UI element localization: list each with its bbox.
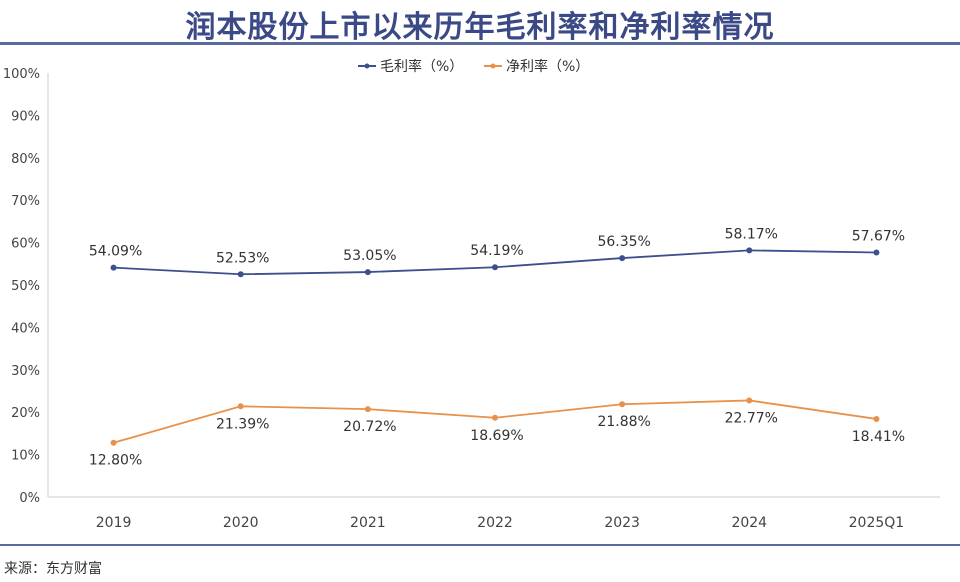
y-tick-label: 100% bbox=[3, 67, 40, 82]
data-point bbox=[746, 397, 753, 404]
data-label: 57.67% bbox=[852, 228, 905, 244]
data-point bbox=[492, 414, 498, 421]
data-point bbox=[364, 269, 371, 276]
data-label: 20.72% bbox=[343, 419, 396, 435]
legend-marker bbox=[490, 63, 496, 69]
y-tick-label: 30% bbox=[11, 364, 40, 379]
x-tick-label: 2023 bbox=[604, 515, 640, 531]
legend-marker bbox=[364, 63, 370, 69]
legend-label: 毛利率（%） bbox=[380, 58, 463, 75]
data-label: 12.80% bbox=[89, 453, 142, 469]
data-label: 21.88% bbox=[597, 414, 650, 430]
data-label: 53.05% bbox=[343, 248, 396, 264]
x-tick-label: 2024 bbox=[731, 515, 767, 531]
data-point bbox=[237, 403, 244, 410]
chart-title: 润本股份上市以来历年毛利率和净利率情况 bbox=[185, 10, 775, 45]
y-tick-label: 90% bbox=[11, 109, 40, 124]
data-point bbox=[492, 264, 498, 271]
data-point bbox=[110, 264, 117, 271]
data-label: 18.41% bbox=[852, 429, 905, 445]
data-label: 22.77% bbox=[725, 410, 778, 426]
x-tick-label: 2019 bbox=[96, 515, 132, 531]
data-point bbox=[619, 255, 626, 262]
footer-divider bbox=[0, 544, 960, 546]
data-point bbox=[873, 415, 880, 422]
data-label: 52.53% bbox=[216, 250, 269, 266]
y-tick-label: 10% bbox=[11, 449, 40, 464]
x-tick-label: 2020 bbox=[223, 515, 259, 531]
x-tick-label: 2022 bbox=[477, 515, 513, 531]
data-point bbox=[237, 271, 244, 278]
data-label: 56.35% bbox=[597, 234, 650, 250]
y-tick-label: 60% bbox=[11, 237, 40, 252]
y-tick-label: 40% bbox=[11, 321, 40, 336]
data-point bbox=[619, 401, 626, 408]
y-tick-label: 0% bbox=[19, 491, 40, 506]
legend-label: 净利率（%） bbox=[506, 58, 589, 75]
data-point bbox=[873, 249, 880, 256]
x-tick-label: 2025Q1 bbox=[849, 515, 905, 531]
title-divider bbox=[0, 42, 960, 45]
data-label: 58.17% bbox=[725, 226, 778, 242]
data-label: 21.39% bbox=[216, 416, 269, 432]
y-tick-label: 80% bbox=[11, 152, 40, 167]
data-point bbox=[746, 247, 753, 254]
data-label: 54.19% bbox=[470, 243, 523, 259]
y-tick-label: 50% bbox=[11, 279, 40, 294]
data-point bbox=[110, 439, 117, 446]
source-note: 来源：东方财富 bbox=[4, 561, 102, 577]
data-point bbox=[364, 406, 371, 413]
data-label: 54.09% bbox=[89, 244, 142, 260]
x-tick-label: 2021 bbox=[350, 515, 386, 531]
y-tick-label: 20% bbox=[11, 406, 40, 421]
data-label: 18.69% bbox=[470, 428, 523, 444]
y-tick-label: 70% bbox=[11, 194, 40, 209]
